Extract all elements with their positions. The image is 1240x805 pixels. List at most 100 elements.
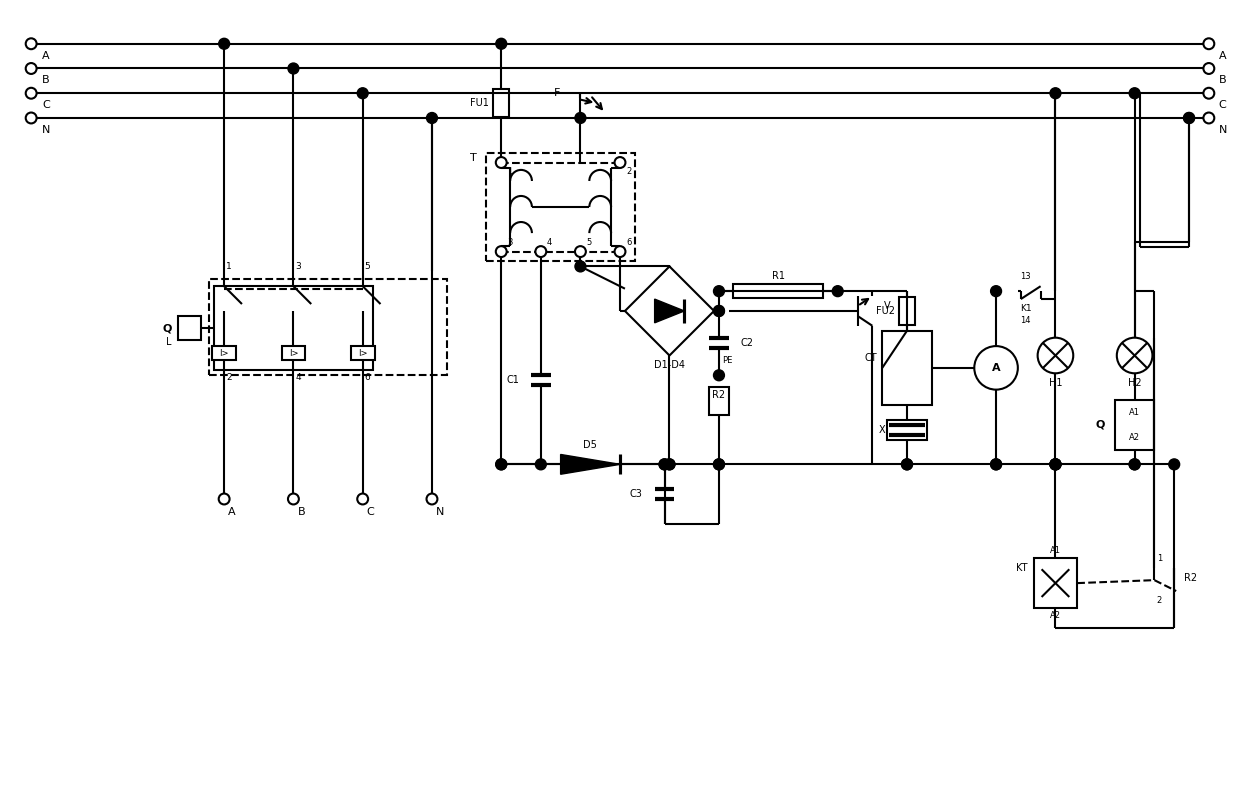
Text: F: F [554,89,560,98]
Bar [733,284,823,298]
Text: L: L [166,337,171,347]
Circle shape [1050,459,1061,470]
Bar [1115,400,1154,449]
Circle shape [1050,459,1061,470]
Text: R2: R2 [1184,573,1198,583]
Circle shape [536,246,547,257]
Text: A: A [228,507,236,517]
Text: 5: 5 [365,262,371,271]
Text: H2: H2 [1128,378,1142,388]
Circle shape [832,286,843,296]
Circle shape [615,157,625,168]
Text: 6: 6 [626,238,631,247]
Text: 1: 1 [507,167,513,176]
Text: C: C [1219,100,1226,110]
Text: B: B [298,507,305,517]
Text: 6: 6 [365,373,371,382]
Circle shape [1050,459,1061,470]
Circle shape [357,88,368,99]
Text: KT: KT [1017,564,1028,573]
Text: B: B [42,76,50,85]
Circle shape [427,113,438,123]
Circle shape [496,39,507,49]
Circle shape [496,459,507,470]
Bar [899,297,915,324]
Text: 13: 13 [1021,272,1032,281]
Bar [212,345,236,361]
Polygon shape [655,299,684,323]
Text: I>: I> [289,349,298,357]
Circle shape [1130,459,1140,470]
Circle shape [357,493,368,505]
Bar [709,387,729,415]
Bar [210,279,446,375]
Circle shape [218,39,229,49]
Text: B: B [1219,76,1226,85]
Circle shape [26,63,37,74]
Text: FU1: FU1 [470,98,490,108]
Circle shape [1203,113,1214,123]
Circle shape [1184,113,1194,123]
Text: A2: A2 [1050,611,1061,621]
Text: N: N [42,125,51,135]
Text: A1: A1 [1130,408,1140,417]
Text: 3: 3 [507,238,513,247]
Text: 2: 2 [1157,597,1162,605]
Circle shape [1050,459,1061,470]
Text: C: C [367,507,374,517]
Text: FU2: FU2 [877,306,895,316]
Circle shape [713,306,724,316]
Circle shape [427,493,438,505]
Circle shape [288,493,299,505]
Bar [351,345,374,361]
Text: X: X [879,425,885,435]
Bar [494,89,510,117]
Circle shape [1203,88,1214,99]
Circle shape [660,459,670,470]
Circle shape [991,286,1002,296]
Circle shape [26,39,37,49]
Bar [215,287,372,370]
Circle shape [665,459,675,470]
Bar [486,153,635,262]
Text: H1: H1 [1049,378,1063,388]
Circle shape [1130,459,1140,470]
Circle shape [218,493,229,505]
Text: 2: 2 [626,167,631,176]
Circle shape [496,246,507,257]
Text: PE: PE [722,356,733,365]
Circle shape [901,459,913,470]
Circle shape [1203,63,1214,74]
Text: R2: R2 [713,390,725,399]
Circle shape [536,459,547,470]
Text: C1: C1 [506,375,520,386]
Text: A: A [1219,51,1226,60]
Text: N: N [1219,125,1228,135]
Circle shape [1203,39,1214,49]
Circle shape [713,306,724,316]
Text: 14: 14 [1021,316,1030,325]
Text: A: A [42,51,50,60]
Circle shape [496,459,507,470]
Circle shape [713,286,724,296]
Text: A1: A1 [1050,546,1061,555]
Circle shape [1050,88,1061,99]
Circle shape [901,459,913,470]
Text: 4: 4 [295,373,301,382]
Text: Q: Q [1096,419,1105,430]
Circle shape [26,113,37,123]
Circle shape [713,459,724,470]
Polygon shape [560,455,620,474]
Circle shape [575,261,585,272]
Circle shape [1184,113,1194,123]
Circle shape [288,63,299,74]
Text: 5: 5 [587,238,591,247]
Text: 1: 1 [226,262,232,271]
Circle shape [991,459,1002,470]
Circle shape [1169,459,1179,470]
Text: A: A [992,363,1001,373]
Text: Q: Q [162,324,171,333]
Text: 3: 3 [295,262,301,271]
Text: C: C [42,100,50,110]
Circle shape [615,246,625,257]
